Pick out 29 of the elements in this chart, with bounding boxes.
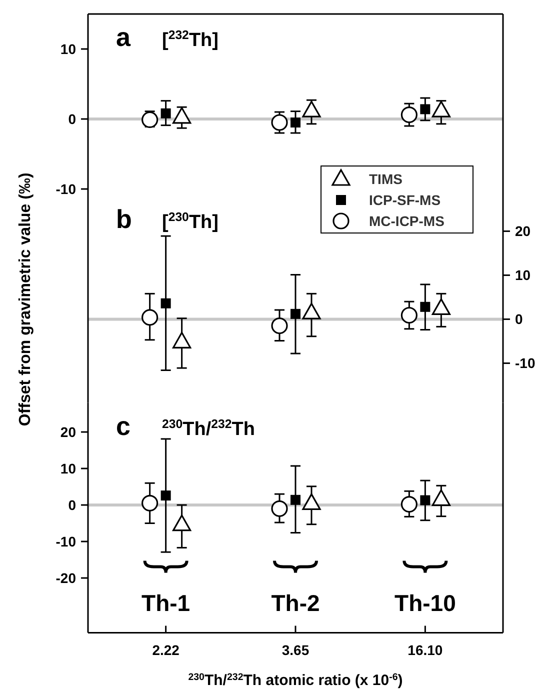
y2-tick-label: 20 [515, 223, 531, 240]
x-axis-title: $^{230}$Th/$^{232}$Th atomic ratio (x 10$^{-6}$) [188, 671, 403, 689]
y-tick-label: 10 [60, 40, 76, 57]
legend-label: ICP-SF-MS [369, 192, 441, 208]
x-tick-label: 16.10 [408, 642, 443, 658]
y-tick-label: 0 [68, 110, 76, 127]
y-tick-label: 20 [60, 424, 76, 440]
y-axis-title: Offset from gravimetric value (‰) [17, 172, 34, 426]
chart-title: a [116, 22, 131, 52]
text: $^{230}$Th/$^{232}$Th [162, 416, 255, 440]
y-tick-label: 0 [68, 496, 76, 513]
annotation: Th-2 [271, 590, 320, 616]
y-tick-label: 10 [60, 460, 76, 476]
legend-label: TIMS [369, 170, 402, 187]
y2-tick-label: 10 [515, 267, 531, 284]
y2-tick-label: 0 [515, 311, 523, 328]
annotation: Th-10 [394, 590, 456, 616]
annotation: Th-1 [142, 590, 190, 616]
chart-title: b [116, 204, 132, 234]
y-tick-label: -20 [56, 570, 76, 586]
x-tick-label: 2.22 [152, 642, 180, 658]
text: [$^{230}$Th] [162, 210, 218, 233]
text: [$^{232}$Th] [162, 28, 218, 51]
chart-title: c [116, 410, 130, 441]
y-tick-label: -10 [56, 533, 76, 550]
y-tick-label: -10 [56, 180, 76, 197]
legend-label: MC-ICP-MS [369, 212, 444, 229]
x-tick-label: 3.65 [282, 642, 310, 658]
y2-tick-label: -10 [515, 355, 536, 372]
